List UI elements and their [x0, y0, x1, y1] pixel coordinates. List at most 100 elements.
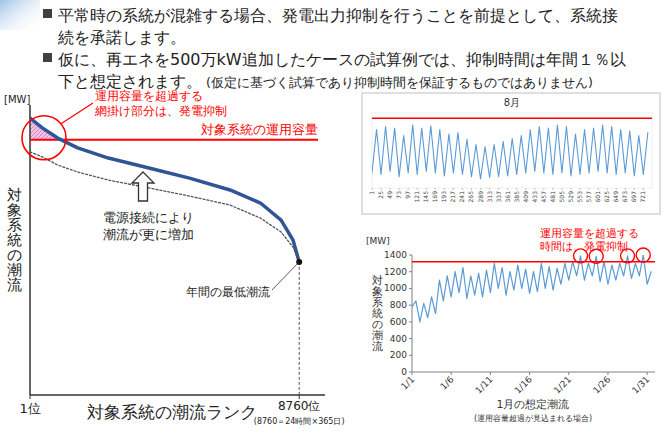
x-tick	[453, 188, 454, 190]
x-tick	[568, 372, 569, 375]
axis-label-char: 流	[7, 276, 22, 294]
x-tick	[480, 188, 481, 190]
duration-chart: 対象系統の運用容量1位8760位(8760＝24時間×365日)対象系統の潮流ラ…	[4, 89, 345, 426]
x-tick-label: 721	[639, 191, 646, 203]
x-tick-label: 289	[477, 191, 484, 203]
x-tick-label: 553	[576, 191, 583, 203]
january-chart: 02004006008001000120014001/11/61/111/161…	[366, 227, 655, 423]
bullet-text: 仮に、再エネを500万kW追加したケースの試算例では、抑制時間は年間１％以	[57, 50, 626, 69]
highlight-circle	[22, 116, 66, 160]
series-group	[372, 118, 652, 179]
axis-label-char: 流	[372, 340, 383, 353]
y-tick	[409, 305, 412, 306]
x-tick-label: 241	[458, 191, 465, 203]
x-tick-label: 1/26	[591, 374, 613, 396]
x-tick-label: 457	[540, 191, 547, 203]
annotation: 運用容量を超過する	[540, 227, 639, 240]
x-tick-label: 529	[567, 191, 574, 203]
x-tick	[444, 188, 445, 190]
chart-frame	[362, 93, 660, 214]
x-tick	[426, 188, 427, 190]
x-tick-label: 481	[549, 191, 556, 203]
series-group	[412, 255, 655, 322]
x-tick	[616, 188, 617, 190]
x-tick	[534, 188, 535, 190]
x-tick	[408, 188, 409, 190]
x-tick	[507, 188, 508, 190]
x-tick-label: 1/6	[438, 374, 456, 392]
x-axis	[30, 394, 325, 396]
x-tick-label: 169	[431, 191, 438, 203]
leader-line	[61, 103, 93, 124]
y-axis	[412, 255, 413, 372]
x-tick	[543, 188, 544, 190]
x-tick-label: 649	[612, 191, 619, 203]
x-tick-label: 673	[621, 191, 628, 203]
y-tick	[409, 338, 412, 339]
x-tick-label: 385	[513, 191, 520, 203]
x-tick-label: 313	[486, 191, 493, 203]
y-tick-label: 600	[390, 317, 407, 327]
x-tick-label: 1/31	[630, 374, 651, 395]
x-tick	[634, 188, 635, 190]
exceed-circle	[636, 248, 650, 262]
y-unit: [MW]	[366, 236, 390, 246]
axis-label: 対象系統の潮流	[372, 274, 383, 353]
x-tick-label: 145	[422, 191, 429, 203]
series-line	[412, 255, 651, 322]
x-tick-label: 1/1	[399, 374, 416, 391]
x-tick-label: 337	[495, 191, 502, 203]
annotation: 網掛け部分は、発電抑制	[94, 104, 227, 118]
x-tick	[580, 188, 581, 190]
x-tick-label: 409	[522, 191, 529, 203]
x-tick-label: 697	[630, 191, 637, 203]
x-tick-label: 1	[368, 191, 375, 195]
x-label-note: (8760＝24時間×365日)	[254, 417, 345, 426]
x-tick-label: 1/11	[473, 374, 494, 395]
y-tick-label: 1000	[384, 283, 407, 293]
x-tick	[607, 372, 608, 375]
x-tick-label: 361	[504, 191, 511, 203]
series-line	[372, 125, 648, 179]
up-arrow	[132, 172, 154, 201]
x-tick	[529, 372, 530, 375]
y-tick	[409, 355, 412, 356]
y-tick-label: 1200	[384, 267, 407, 277]
x-tick	[372, 188, 373, 190]
x-tick-label: 265	[467, 191, 474, 203]
annotation: 時間は、発電抑制	[540, 240, 628, 253]
x-tick	[471, 188, 472, 190]
x-tick-label: 505	[558, 191, 565, 203]
y-tick-label: 0	[401, 367, 407, 377]
y-tick-label: 200	[390, 350, 407, 360]
x-tick-label: 1位	[19, 401, 40, 416]
x-tick	[643, 188, 644, 190]
series-line	[30, 152, 299, 262]
bullet-marker	[43, 9, 52, 18]
x-tick-label: 8760位	[278, 399, 321, 413]
y-axis	[29, 105, 31, 395]
axis-label: 対象系統の潮流	[7, 186, 22, 294]
x-tick	[399, 188, 400, 190]
chart-title: 8月	[504, 97, 520, 108]
x-tick-label: 217	[449, 191, 456, 203]
x-tick	[570, 188, 571, 190]
x-tick	[30, 395, 31, 399]
x-tick-label: 97	[404, 191, 411, 199]
bullet-text: 続を承諾します。	[57, 28, 186, 47]
x-tick-label: 25	[377, 191, 384, 199]
x-tick	[412, 372, 413, 375]
x-tick	[516, 188, 517, 190]
bullet-text: 平常時の系統が混雑する場合、発電出力抑制を行うことを前提として、系統接	[58, 6, 618, 25]
x-tick	[625, 188, 626, 190]
capacity-line	[412, 261, 655, 263]
x-tick-label: 121	[413, 191, 420, 203]
series-group	[30, 118, 299, 262]
y-unit: [MW]	[4, 94, 30, 105]
x-tick-label: 625	[603, 191, 610, 203]
x-tick	[647, 372, 648, 375]
capacity-line	[372, 118, 652, 120]
x-tick-label: 601	[594, 191, 601, 203]
capacity-line	[30, 139, 318, 141]
x-tick-label: 73	[395, 191, 402, 199]
